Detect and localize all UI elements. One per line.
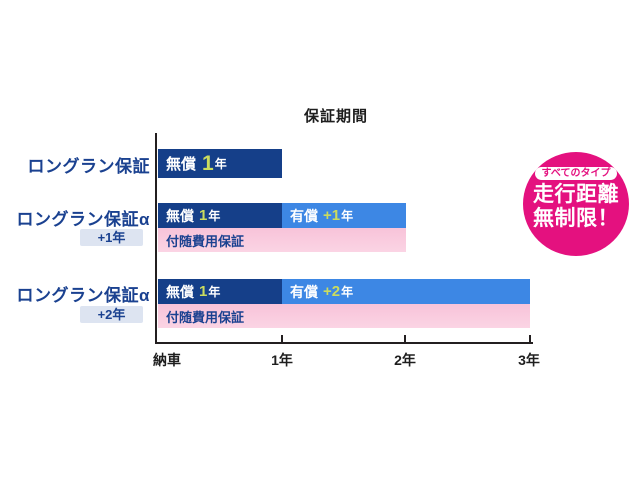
bar-text-free-word: 無償	[166, 156, 197, 173]
bar-row2-free-1year: 無償 1 年	[158, 203, 282, 228]
badge-mileage-text: 走行距離	[533, 183, 619, 206]
bar-text-free-word: 無償	[166, 283, 194, 300]
bar-text-free-word: 無償	[166, 207, 194, 224]
badge-all-types-pill: すべてのタイプ	[534, 167, 618, 180]
bar-text-paid-word: 有償	[290, 283, 318, 300]
axis-label-2year: 2年	[394, 352, 416, 368]
unlimited-mileage-badge: すべてのタイプ 走行距離 無制限！	[523, 152, 629, 256]
bar-text-paid-word: 有償	[290, 207, 318, 224]
bar-text-free-year-suffix: 年	[208, 285, 221, 299]
bar-text-paid-year-suffix: 年	[341, 209, 354, 223]
plus-2year-chip: +2年	[80, 306, 143, 323]
bar-text-free-number: 1	[199, 207, 208, 224]
bar-row3-free-1year: 無償 1 年	[158, 279, 282, 304]
bar-text-free-year-suffix: 年	[214, 157, 227, 171]
axis-label-1year: 1年	[271, 352, 293, 368]
bar-text-paid-year-suffix: 年	[341, 285, 354, 299]
axis-tick-2year	[404, 335, 406, 343]
row-label-longrun-warranty-alpha-2: ロングラン保証α	[16, 286, 150, 305]
row-label-longrun-warranty: ロングラン保証	[27, 157, 150, 176]
bar-text-paid-number: +2	[323, 283, 341, 300]
bar-row3-incidental-cost-warranty: 付随費用保証	[158, 304, 530, 328]
axis-tick-3year	[529, 335, 531, 343]
bar-text-free-number: 1	[199, 283, 208, 300]
bar-text-free-year-suffix: 年	[208, 209, 221, 223]
plus-1year-chip: +1年	[80, 229, 143, 246]
y-axis-line	[155, 133, 157, 344]
x-axis-line	[155, 342, 533, 344]
row-label-longrun-warranty-alpha-1: ロングラン保証α	[16, 210, 150, 229]
bar-row1-free-1year: 無償 1 年	[158, 149, 282, 178]
axis-label-delivery: 納車	[153, 352, 181, 368]
incidental-warranty-label: 付随費用保証	[166, 233, 245, 249]
bar-row2-incidental-cost-warranty: 付随費用保証	[158, 228, 406, 252]
badge-unlimited-text: 無制限！	[533, 207, 619, 230]
bar-text-paid-number: +1	[323, 207, 341, 224]
bar-row3-paid-plus2year: 有償 +2 年	[282, 279, 530, 304]
axis-label-3year: 3年	[518, 352, 540, 368]
chart-title: 保証期間	[303, 108, 368, 125]
incidental-warranty-label: 付随費用保証	[166, 309, 245, 325]
bar-text-free-number: 1	[202, 152, 214, 175]
axis-tick-1year	[281, 335, 283, 343]
bar-row2-paid-plus1year: 有償 +1 年	[282, 203, 406, 228]
